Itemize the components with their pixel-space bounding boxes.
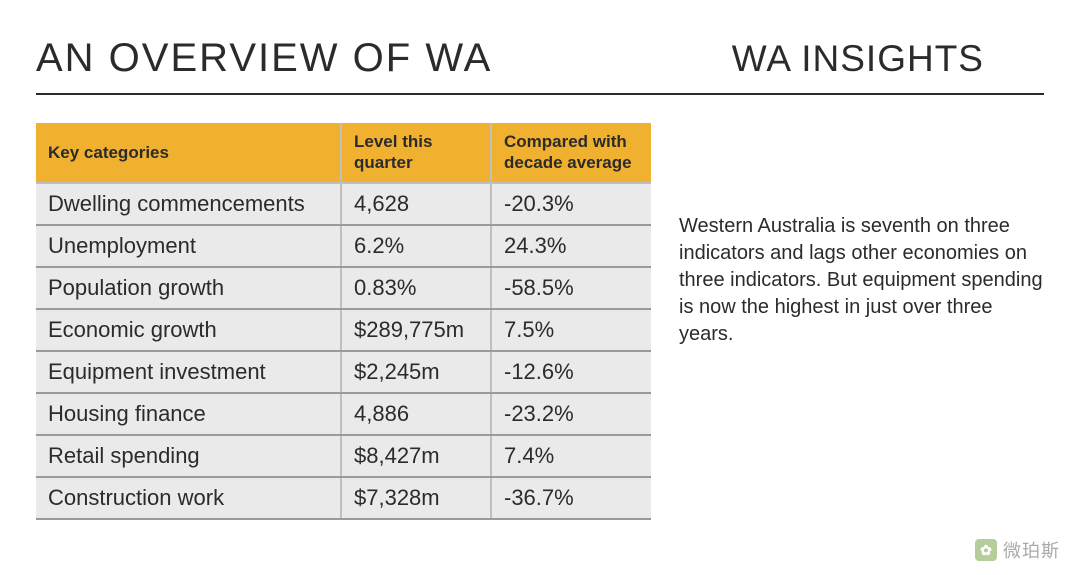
cell-category: Economic growth (36, 309, 341, 351)
cell-category: Population growth (36, 267, 341, 309)
table-body: Dwelling commencements4,628-20.3% Unempl… (36, 183, 651, 519)
cell-level: $289,775m (341, 309, 491, 351)
table-row: Dwelling commencements4,628-20.3% (36, 183, 651, 225)
cell-category: Unemployment (36, 225, 341, 267)
col-header-level-this-quarter: Level this quarter (341, 123, 491, 183)
table-header-row: Key categories Level this quarter Compar… (36, 123, 651, 183)
cell-level: $2,245m (341, 351, 491, 393)
cell-compare: -23.2% (491, 393, 651, 435)
col-header-compared-decade: Compared with decade average (491, 123, 651, 183)
cell-level: $7,328m (341, 477, 491, 519)
cell-compare: -20.3% (491, 183, 651, 225)
cell-category: Construction work (36, 477, 341, 519)
slide-root: AN OVERVIEW OF WA WA INSIGHTS Key catego… (0, 0, 1080, 575)
cell-category: Dwelling commencements (36, 183, 341, 225)
watermark-icon: ✿ (975, 539, 997, 561)
content-row: Key categories Level this quarter Compar… (36, 123, 1044, 520)
table-row: Economic growth$289,775m7.5% (36, 309, 651, 351)
cell-category: Equipment investment (36, 351, 341, 393)
table-row: Unemployment6.2%24.3% (36, 225, 651, 267)
cell-compare: 7.4% (491, 435, 651, 477)
cell-category: Housing finance (36, 393, 341, 435)
cell-compare: -12.6% (491, 351, 651, 393)
table-row: Construction work$7,328m-36.7% (36, 477, 651, 519)
cell-compare: -58.5% (491, 267, 651, 309)
watermark: ✿ 微珀斯 (975, 537, 1060, 563)
page-title-left: AN OVERVIEW OF WA (36, 36, 492, 81)
cell-level: 4,886 (341, 393, 491, 435)
cell-level: 6.2% (341, 225, 491, 267)
col-header-key-categories: Key categories (36, 123, 341, 183)
divider (36, 93, 1044, 95)
table-row: Housing finance4,886-23.2% (36, 393, 651, 435)
table-row: Retail spending$8,427m7.4% (36, 435, 651, 477)
cell-compare: 7.5% (491, 309, 651, 351)
cell-compare: 24.3% (491, 225, 651, 267)
page-title-right: WA INSIGHTS (732, 38, 1044, 80)
overview-table-wrap: Key categories Level this quarter Compar… (36, 123, 651, 520)
watermark-text: 微珀斯 (1003, 537, 1060, 563)
cell-compare: -36.7% (491, 477, 651, 519)
table-row: Equipment investment$2,245m-12.6% (36, 351, 651, 393)
cell-level: 0.83% (341, 267, 491, 309)
heading-row: AN OVERVIEW OF WA WA INSIGHTS (36, 36, 1044, 81)
insight-paragraph: Western Australia is seventh on three in… (679, 213, 1044, 348)
cell-level: $8,427m (341, 435, 491, 477)
cell-level: 4,628 (341, 183, 491, 225)
table-row: Population growth0.83%-58.5% (36, 267, 651, 309)
overview-table: Key categories Level this quarter Compar… (36, 123, 651, 520)
cell-category: Retail spending (36, 435, 341, 477)
